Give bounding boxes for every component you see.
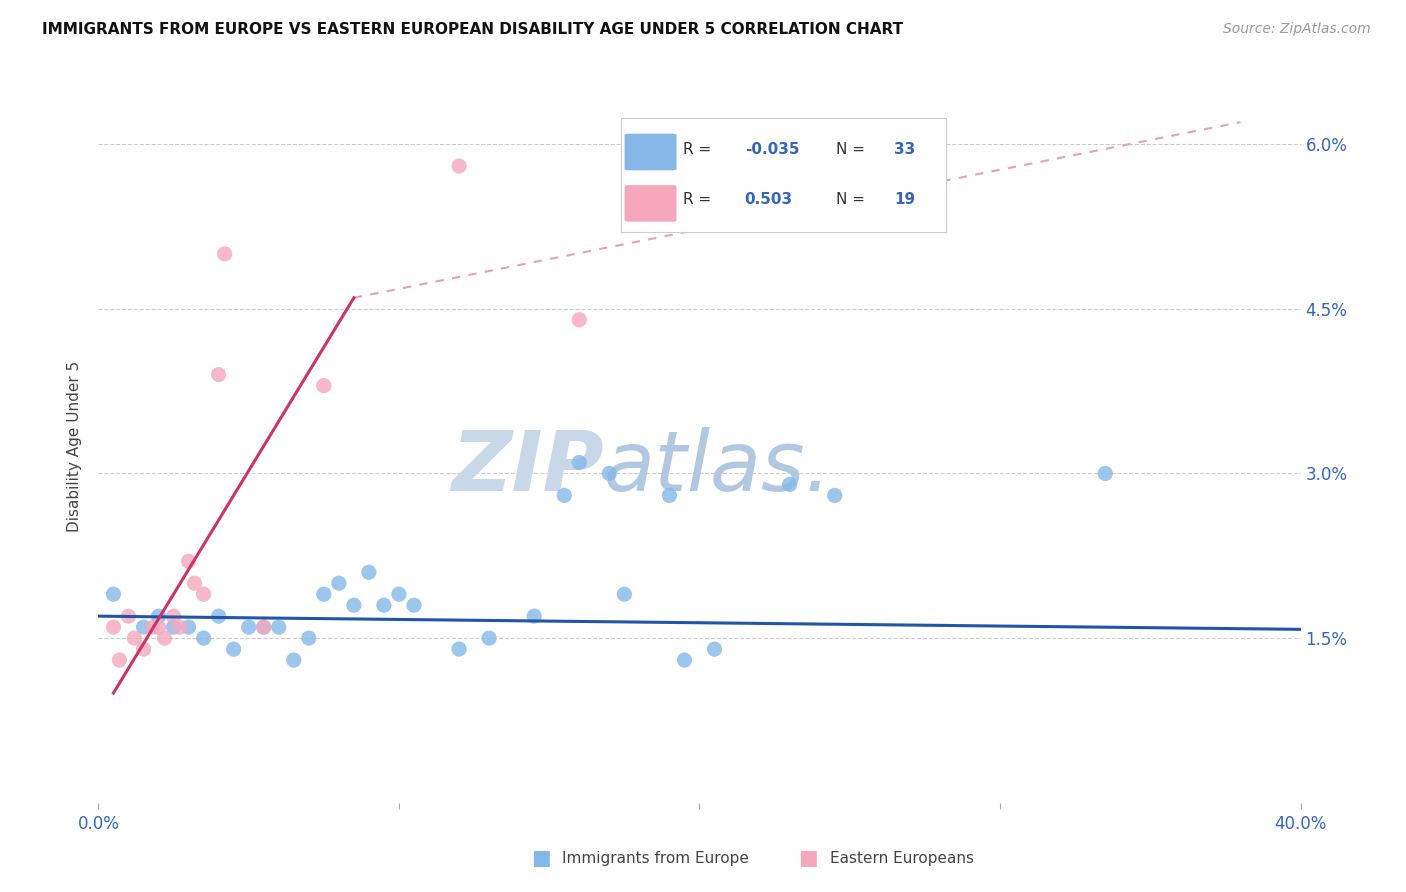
Text: atlas.: atlas. (603, 427, 831, 508)
Text: R =: R = (683, 193, 716, 208)
Point (373, 598, 395, 612)
Point (283, 653, 305, 667)
Text: R =: R = (683, 142, 716, 157)
Point (357, 566, 380, 580)
Text: 0.503: 0.503 (745, 193, 793, 208)
Point (132, 642, 155, 657)
Point (298, 631, 321, 645)
Text: ■: ■ (531, 848, 551, 868)
Text: Source: ZipAtlas.com: Source: ZipAtlas.com (1223, 22, 1371, 37)
FancyBboxPatch shape (624, 186, 676, 221)
Point (183, 576, 205, 591)
Point (328, 576, 350, 591)
Point (148, 620, 170, 634)
Point (267, 620, 290, 634)
Point (177, 554, 200, 568)
Point (253, 620, 276, 634)
Point (1094, 467, 1116, 481)
Point (162, 609, 184, 624)
Text: -0.035: -0.035 (745, 142, 799, 157)
Text: IMMIGRANTS FROM EUROPE VS EASTERN EUROPEAN DISABILITY AGE UNDER 5 CORRELATION CH: IMMIGRANTS FROM EUROPE VS EASTERN EUROPE… (42, 22, 903, 37)
Point (148, 609, 170, 624)
Point (343, 598, 366, 612)
Point (214, 247, 236, 261)
Point (238, 620, 260, 634)
Point (193, 587, 215, 601)
Text: ■: ■ (799, 848, 818, 868)
Point (103, 620, 125, 634)
Point (169, 620, 191, 634)
Point (103, 587, 125, 601)
Text: N =: N = (835, 142, 869, 157)
Point (673, 653, 696, 667)
Point (108, 653, 131, 667)
Point (598, 467, 620, 481)
Text: 19: 19 (894, 193, 915, 208)
Point (824, 488, 846, 502)
Point (153, 631, 176, 645)
Text: Immigrants from Europe: Immigrants from Europe (562, 851, 749, 865)
Point (703, 642, 725, 657)
Point (193, 631, 215, 645)
Point (568, 455, 591, 469)
Point (162, 620, 184, 634)
Text: 33: 33 (894, 142, 915, 157)
FancyBboxPatch shape (624, 134, 676, 170)
Point (177, 620, 200, 634)
Y-axis label: Disability Age Under 5: Disability Age Under 5 (67, 360, 83, 532)
Point (132, 620, 155, 634)
Point (208, 609, 231, 624)
Point (478, 631, 501, 645)
Point (312, 587, 335, 601)
Point (447, 159, 470, 173)
Point (613, 587, 636, 601)
Point (447, 642, 470, 657)
Point (568, 312, 591, 326)
Text: Eastern Europeans: Eastern Europeans (830, 851, 973, 865)
Point (658, 488, 681, 502)
Point (141, 620, 163, 634)
Point (779, 477, 801, 491)
Point (312, 378, 335, 392)
Point (553, 488, 575, 502)
Point (124, 631, 146, 645)
Point (388, 587, 411, 601)
Text: ZIP: ZIP (451, 427, 603, 508)
Point (253, 620, 276, 634)
Point (523, 609, 546, 624)
Point (402, 598, 425, 612)
Point (222, 642, 245, 657)
Point (208, 368, 231, 382)
Text: N =: N = (835, 193, 869, 208)
Point (117, 609, 139, 624)
